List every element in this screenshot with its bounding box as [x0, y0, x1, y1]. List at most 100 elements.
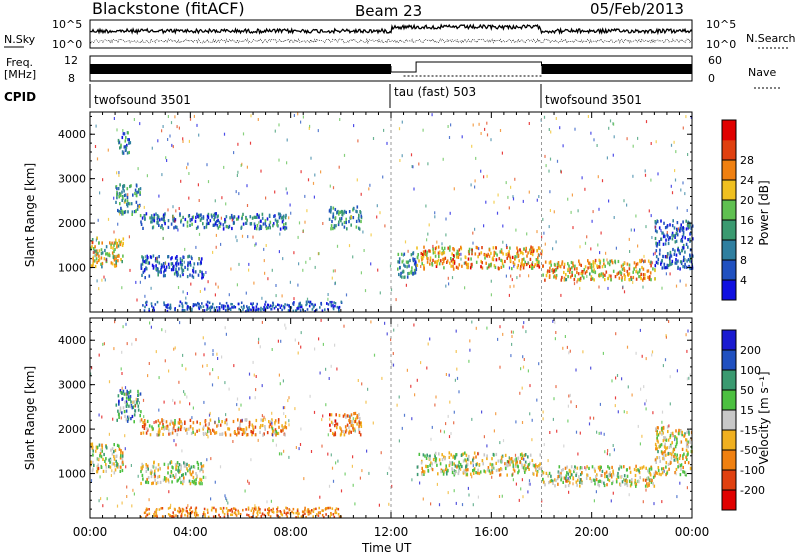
noise-cell — [238, 407, 240, 411]
scatter-cell — [453, 259, 456, 263]
noise-cell — [600, 231, 602, 235]
scatter-cell — [163, 427, 165, 431]
scatter-cell — [156, 217, 159, 221]
scatter-cell — [161, 418, 163, 422]
noise-cell — [232, 440, 234, 443]
scatter-cell — [272, 222, 275, 226]
nsky-traces — [89, 23, 693, 45]
scatter-cell — [591, 465, 594, 469]
noise-cell — [613, 448, 615, 452]
noise-cell — [510, 185, 512, 189]
scatter-cell — [452, 264, 454, 268]
scatter-cell — [404, 264, 406, 268]
scatter-cell — [133, 210, 136, 214]
scatter-cell — [457, 464, 460, 468]
scatter-cell — [661, 471, 664, 475]
scatter-cell — [454, 470, 456, 474]
noise-cell — [458, 390, 460, 394]
scatter-cell — [498, 257, 501, 261]
noise-cell — [110, 474, 112, 477]
scatter-cell — [504, 453, 507, 457]
scatter-cell — [193, 465, 196, 469]
noise-cell — [121, 501, 123, 505]
scatter-cell — [330, 420, 333, 424]
ground-band-cell — [234, 511, 237, 514]
cpid-segment-2: tau (fast) 503 — [394, 85, 476, 99]
x-axis-ticks: 00:00 04:00 08:00 12:00 16:00 20:00 00:00 — [73, 525, 710, 539]
scatter-cell — [669, 263, 671, 267]
ground-band-cell — [166, 309, 169, 313]
scatter-cell — [113, 258, 116, 262]
noise-cell — [518, 498, 520, 502]
noise-cell — [388, 466, 390, 470]
scatter-cell — [125, 145, 128, 149]
scatter-cell — [243, 431, 245, 435]
scatter-cell — [440, 470, 442, 474]
noise-cell — [98, 413, 100, 417]
noise-cell — [623, 199, 625, 203]
scatter-cell — [121, 190, 123, 194]
scatter-cell — [674, 445, 677, 449]
scatter-cell — [568, 264, 570, 268]
noise-cell — [260, 169, 262, 173]
scatter-cell — [495, 452, 498, 457]
scatter-cell — [345, 428, 348, 432]
scatter-cell — [270, 419, 272, 424]
ground-band-cell — [246, 513, 248, 517]
scatter-cell — [592, 260, 595, 264]
scatter-cell — [156, 480, 159, 485]
noise-cell — [158, 376, 160, 380]
scatter-cell — [664, 242, 667, 246]
scatter-cell — [141, 255, 143, 259]
scatter-cell — [179, 260, 182, 264]
scatter-cell — [117, 412, 120, 416]
scatter-cell — [644, 484, 647, 488]
ground-band-cell — [231, 510, 233, 513]
scatter-cell — [619, 270, 621, 274]
noise-cell — [448, 435, 451, 439]
noise-cell — [391, 363, 393, 367]
colorbar-tick-label: 200 — [740, 344, 761, 357]
scatter-cell — [643, 276, 645, 280]
ground-band-cell — [222, 304, 225, 307]
scatter-cell — [426, 256, 428, 260]
scatter-cell — [666, 225, 668, 229]
scatter-cell — [358, 213, 360, 217]
scatter-cell — [508, 252, 510, 256]
noise-cell — [236, 174, 238, 177]
noise-cell — [167, 138, 169, 141]
scatter-cell — [281, 424, 283, 428]
noise-cell — [363, 249, 365, 252]
noise-cell — [284, 323, 286, 327]
scatter-cell — [650, 278, 652, 282]
scatter-cell — [662, 242, 665, 246]
noise-cell — [209, 411, 211, 415]
ground-band-cell — [312, 515, 314, 518]
scatter-cell — [197, 262, 199, 266]
scatter-cell — [431, 468, 434, 472]
noise-cell — [653, 502, 655, 506]
scatter-cell — [675, 442, 678, 446]
noise-cell — [298, 221, 301, 225]
noise-cell — [278, 373, 280, 377]
scatter-cell — [597, 482, 599, 487]
scatter-cell — [240, 427, 243, 431]
noise-cell — [412, 165, 414, 169]
ground-band-cell — [308, 300, 310, 304]
scatter-cell — [123, 184, 125, 188]
noise-cell — [428, 223, 430, 227]
scatter-cell — [408, 264, 410, 268]
scatter-cell — [97, 467, 99, 471]
noise-cell — [527, 261, 529, 265]
scatter-cell — [410, 271, 413, 275]
scatter-cell — [610, 475, 613, 479]
scatter-cell — [686, 259, 688, 263]
noise-cell — [643, 260, 645, 264]
scatter-cell — [149, 216, 151, 220]
noise-cell — [126, 342, 128, 346]
noise-cell — [321, 418, 323, 422]
scatter-cell — [330, 208, 332, 212]
scatter-cell — [154, 469, 156, 473]
scatter-cell — [179, 476, 181, 480]
scatter-cell — [177, 478, 180, 482]
